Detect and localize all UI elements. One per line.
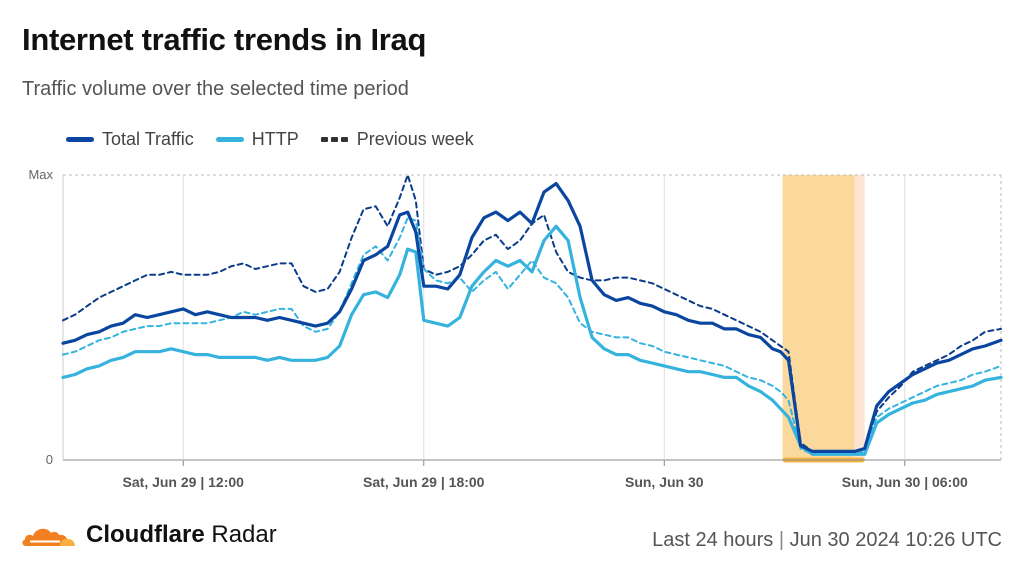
series-line-previous-week <box>62 174 1002 453</box>
y-tick-label-max: Max <box>28 167 53 182</box>
brand-name: Cloudflare Radar <box>86 521 277 549</box>
traffic-chart: Sat, Jun 29 | 12:00 Sat, Jun 29 | 18:00 Su… <box>28 167 1003 490</box>
timestamp: Jun 30 2024 10:26 UTC <box>789 529 1002 551</box>
legend-label-total: Total Traffic <box>102 129 194 149</box>
chart-title: Internet traffic trends in Iraq <box>22 22 427 57</box>
legend-item-total-traffic[interactable]: Total Traffic <box>66 129 194 150</box>
x-tick-label-1: Sat, Jun 29 | 18:00 <box>363 474 485 490</box>
time-range-info: Last 24 hours | Jun 30 2024 10:26 UTC <box>652 529 1002 552</box>
x-tick-label-0: Sat, Jun 29 | 12:00 <box>123 474 245 490</box>
legend-item-http[interactable]: HTTP <box>215 129 299 150</box>
brand-bold: Cloudflare <box>86 521 205 548</box>
series-line-http <box>61 224 1003 456</box>
legend-label-previous: Previous week <box>356 129 474 149</box>
separator: | <box>778 529 785 551</box>
legend-item-previous-week[interactable]: Previous week <box>320 129 474 150</box>
legend-swatch-http <box>215 137 244 142</box>
legend-swatch-total <box>66 137 94 142</box>
series-line-total-traffic <box>61 182 1003 453</box>
cloudflare-radar-logo[interactable]: Cloudflare Radar <box>20 521 277 549</box>
legend-swatch-previous <box>320 137 349 142</box>
x-tick-label-2: Sun, Jun 30 <box>625 474 704 490</box>
brand-light: Radar <box>211 521 277 548</box>
chart-subtitle: Traffic volume over the selected time pe… <box>22 78 409 100</box>
cloudflare-cloud-icon <box>22 528 75 546</box>
y-tick-label-zero: 0 <box>46 452 53 467</box>
period-label: Last 24 hours <box>652 529 774 551</box>
outage-band-tail <box>854 175 865 460</box>
legend: Total Traffic HTTP Previous week <box>66 129 474 150</box>
legend-label-http: HTTP <box>251 129 299 149</box>
x-tick-label-3: Sun, Jun 30 | 06:00 <box>842 474 968 490</box>
